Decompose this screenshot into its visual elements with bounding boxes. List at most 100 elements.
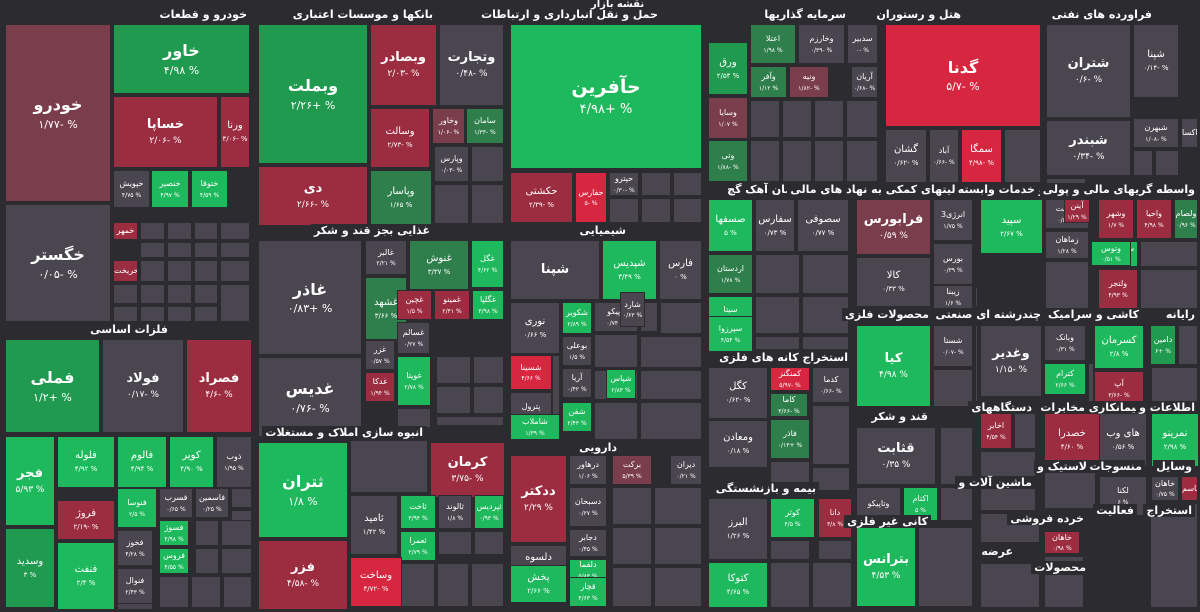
stock-tile[interactable]: اخابر ۴/۵۴ % bbox=[980, 413, 1012, 449]
stock-tile[interactable]: فزر ۴/۵۸- % bbox=[258, 540, 348, 610]
stock-tile[interactable]: گشان ۰/۶۲- % bbox=[885, 129, 927, 183]
stock-tile[interactable]: خودرو ۱/۷۷- % bbox=[5, 24, 111, 202]
stock-tile[interactable]: غگلپا ۳/۹۸ % bbox=[472, 290, 504, 320]
stock-tile[interactable]: نوری ۰/۶۶ % bbox=[510, 302, 560, 354]
stock-tile[interactable]: فالوم ۴/۹۴ % bbox=[117, 436, 167, 488]
stock-tile[interactable]: وآفر ۱/۱۲ % bbox=[750, 66, 787, 98]
stock-tile[interactable]: خریخت bbox=[113, 260, 138, 282]
stock-tile[interactable]: دلقما ۵/۸۳ % bbox=[569, 559, 607, 581]
stock-tile[interactable]: های وب ۰/۵۶ % bbox=[1099, 413, 1147, 467]
stock-tile[interactable]: خپویش ۴/۷۵ % bbox=[113, 170, 150, 208]
stock-tile[interactable]: قچار ۴/۶۳ % bbox=[569, 577, 607, 607]
stock-tile[interactable]: غدکا ۱/۹۴ % bbox=[365, 372, 395, 402]
stock-tile[interactable]: فروس ۴/۵۵ % bbox=[159, 548, 189, 574]
stock-tile[interactable]: شپاس ۲/۸۳ % bbox=[606, 369, 636, 399]
stock-tile[interactable]: وخاور ۱/۰۶- % bbox=[432, 108, 465, 144]
stock-tile[interactable]: دامین ۶+ % bbox=[1150, 325, 1176, 365]
stock-tile[interactable]: شبهرن ۱/۰۸- % bbox=[1133, 118, 1179, 148]
stock-tile[interactable]: آریا ۰/۴۲ % bbox=[562, 368, 592, 398]
stock-tile[interactable]: صسفها ۵ % bbox=[708, 199, 753, 252]
stock-tile[interactable]: شپدیس ۳/۴۹ % bbox=[602, 240, 657, 300]
stock-tile[interactable]: فولاد ۰/۱۷- % bbox=[102, 339, 184, 433]
stock-tile[interactable]: وساخت ۴/۷۲- % bbox=[350, 557, 402, 607]
stock-tile[interactable]: فصراد ۴/۶- % bbox=[186, 339, 252, 433]
stock-tile[interactable]: کتوکا ۴/۶۵ % bbox=[708, 562, 768, 608]
stock-tile[interactable]: بوعلی ۱/۵ % bbox=[562, 336, 592, 366]
stock-tile[interactable]: ذوب ۱/۹۵ % bbox=[216, 436, 252, 488]
stock-tile[interactable]: کالا ۰/۳۳ % bbox=[856, 257, 931, 307]
stock-tile[interactable]: شپاکسا bbox=[1181, 118, 1198, 148]
stock-tile[interactable]: فسوژ ۴/۹۸ % bbox=[159, 520, 189, 546]
stock-tile[interactable]: سپید ۲/۶۷ % bbox=[980, 199, 1043, 254]
stock-tile[interactable]: شکویر ۲/۸۹ % bbox=[562, 302, 592, 334]
stock-tile[interactable]: غزر ۰/۵۷ % bbox=[365, 340, 395, 370]
stock-tile[interactable]: شارد ۰/۶۳ % bbox=[620, 292, 645, 327]
stock-tile[interactable]: سصوفی ۰/۷۷ % bbox=[797, 199, 849, 252]
stock-tile[interactable]: پخش ۲/۶۶ % bbox=[510, 565, 567, 603]
stock-tile[interactable]: فروژ ۲/۱۹- % bbox=[57, 500, 115, 540]
stock-tile[interactable]: فنوسا ۲/۵ % bbox=[117, 488, 157, 528]
stock-tile[interactable]: ختوقا ۴/۵۹ % bbox=[191, 170, 228, 208]
stock-tile[interactable]: ثالوند ۱/۸ % bbox=[438, 495, 472, 529]
stock-tile[interactable]: شستا ۰/۰۷- % bbox=[933, 325, 973, 367]
stock-tile[interactable]: ونیه ۱/۸۲- % bbox=[789, 66, 829, 98]
stock-tile[interactable]: حکشتی ۲/۳۹- % bbox=[510, 172, 573, 223]
stock-tile[interactable]: غنوش ۳/۳۷ % bbox=[409, 240, 469, 290]
stock-tile[interactable]: کیا ۴/۹۸ % bbox=[856, 325, 931, 407]
stock-tile[interactable]: سدبیر ۰- % bbox=[847, 24, 878, 64]
stock-tile[interactable]: کسرمان ۲/۸ % bbox=[1094, 325, 1144, 369]
stock-tile[interactable]: وپاسار ۱/۶۵ % bbox=[370, 170, 432, 226]
stock-tile[interactable]: فرابورس ۰/۵۹ % bbox=[856, 199, 931, 255]
stock-tile[interactable]: ورنا ۴/۰۶- % bbox=[220, 96, 250, 168]
stock-tile[interactable]: وسدید ۳ % bbox=[5, 528, 55, 608]
stock-tile[interactable]: انرژی3 ۱/۷۵ % bbox=[933, 199, 973, 241]
stock-tile[interactable]: غویتا ۲/۷۸ % bbox=[397, 356, 431, 406]
stock-tile[interactable]: وتوس ۰/۵۱ % bbox=[1091, 241, 1131, 266]
stock-tile[interactable]: آباد ۰/۶۶- % bbox=[929, 129, 959, 183]
stock-tile[interactable]: کترام ۲/۶۶ % bbox=[1044, 363, 1086, 395]
stock-tile[interactable]: وخارزم ۰/۳۹- % bbox=[798, 24, 845, 64]
stock-tile[interactable]: حپترو ۰/۳۰- % bbox=[609, 172, 639, 196]
stock-tile[interactable]: دسبحان ۰/۲۷ % bbox=[569, 487, 607, 527]
stock-tile[interactable]: فاذر ۰/۱۳+ % bbox=[770, 419, 810, 459]
stock-tile[interactable]: زماهان ۱/۲۸ % bbox=[1045, 231, 1089, 259]
stock-tile[interactable]: اعتلا ۱/۹۸ % bbox=[750, 24, 796, 64]
stock-tile[interactable]: فنفت ۲/۴ % bbox=[57, 542, 115, 610]
stock-tile[interactable]: دجابر ۰/۴۵ % bbox=[569, 529, 607, 557]
stock-tile[interactable]: کویر ۴/۹۰ % bbox=[169, 436, 214, 488]
stock-tile[interactable]: فخوز ۴/۲۸ % bbox=[117, 530, 153, 566]
stock-tile[interactable]: واحیا ۴/۹۸ % bbox=[1136, 199, 1172, 239]
stock-tile[interactable]: البرز ۱/۲۶ % bbox=[708, 498, 768, 560]
stock-tile[interactable]: شبندر ۰/۳۴- % bbox=[1046, 120, 1131, 176]
stock-tile[interactable]: خصدرا ۴/۶۰ % bbox=[1044, 413, 1100, 467]
stock-tile[interactable]: دیران ۰/۲۱ % bbox=[670, 455, 702, 485]
stock-tile[interactable]: شتران ۰/۶- % bbox=[1046, 24, 1131, 118]
stock-tile[interactable]: سپرزوا ۴/۵۴ % bbox=[708, 316, 753, 352]
stock-tile[interactable]: وتجارت ۰/۴۸- % bbox=[439, 24, 504, 106]
stock-tile[interactable]: فملی ۱/۲+ % bbox=[5, 339, 100, 433]
stock-tile[interactable]: برکت ۵/۳۹ % bbox=[612, 455, 652, 485]
stock-tile[interactable]: حآفرین ۴/۹۸+ % bbox=[510, 24, 702, 169]
stock-tile[interactable]: غگل ۴/۶۲ % bbox=[471, 240, 504, 288]
stock-tile[interactable]: کدما ۰/۶۶- % bbox=[812, 367, 850, 403]
stock-tile[interactable]: کرمان ۳/۷۵- % bbox=[430, 442, 505, 498]
stock-tile[interactable]: ولتجر ۴/۹۳ % bbox=[1098, 269, 1138, 309]
stock-tile[interactable]: خنصیر ۴/۹۷ % bbox=[151, 170, 189, 208]
stock-tile[interactable]: شسینا ۴/۶۶ % bbox=[510, 355, 552, 390]
stock-tile[interactable]: حفارس ۵- % bbox=[575, 172, 607, 223]
stock-tile[interactable]: آینن ۱/۲۹ % bbox=[1064, 199, 1090, 223]
stock-tile[interactable]: وشهر ۱/۷ % bbox=[1098, 199, 1134, 239]
stock-tile[interactable]: خمهر bbox=[113, 222, 138, 240]
stock-tile[interactable]: خاهان ۰/۷۵ % bbox=[1151, 476, 1179, 501]
stock-tile[interactable]: دی ۲/۶۶- % bbox=[258, 166, 368, 226]
stock-tile[interactable]: شپنا ۰/۱۴- % bbox=[1133, 24, 1179, 98]
stock-tile[interactable]: نمرینو ۲/۹۸ % bbox=[1151, 413, 1199, 467]
stock-tile[interactable]: غمینو ۲/۴۱ % bbox=[434, 290, 470, 320]
stock-tile[interactable]: ددکتر ۲/۲۹ % bbox=[510, 455, 567, 543]
stock-tile[interactable]: درهاور ۱/۰۶ % bbox=[569, 455, 607, 485]
stock-tile[interactable]: کگل ۰/۶۲- % bbox=[708, 367, 768, 419]
stock-tile[interactable]: گدنا ۵/۷- % bbox=[885, 24, 1041, 127]
stock-tile[interactable]: فلوله ۴/۹۲ % bbox=[57, 436, 115, 488]
stock-tile[interactable]: فارس ۰ % bbox=[659, 240, 702, 300]
stock-tile[interactable]: فنوال ۲/۴۳ % bbox=[117, 568, 153, 604]
